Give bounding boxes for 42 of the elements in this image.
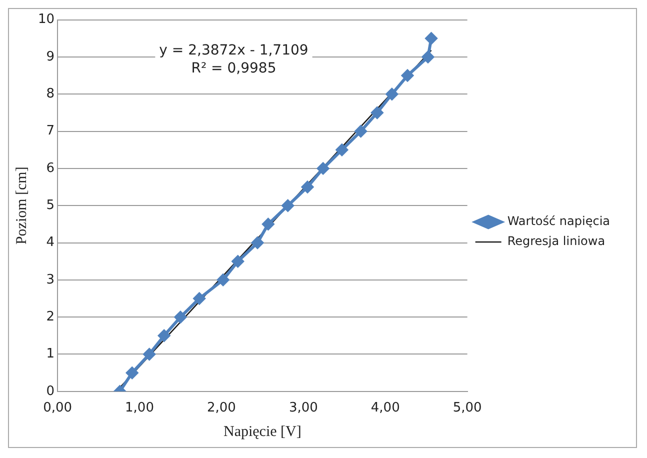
legend-label: Regresja liniowa (507, 234, 606, 248)
annotation: R² = 0,9985 (191, 60, 276, 77)
point (425, 32, 438, 44)
x-tick-label: 2,00 (206, 400, 236, 416)
legend-label: Wartość napięcia (507, 214, 610, 228)
y-tick-label: 6 (46, 160, 55, 176)
x-tick-label: 4,00 (370, 400, 400, 416)
y-tick-label: 3 (46, 272, 55, 288)
point (252, 236, 264, 249)
y-tick-label: 9 (46, 49, 55, 64)
point (422, 50, 434, 63)
point (262, 218, 274, 230)
point (126, 366, 138, 379)
y-tick-label: 1 (46, 346, 55, 362)
y-tick-label: 7 (46, 124, 55, 139)
x-tick-label: 5,00 (452, 400, 482, 416)
y-tick-label: 4 (46, 235, 55, 250)
point (193, 292, 206, 304)
y-tick-label: 10 (38, 12, 55, 28)
point (371, 106, 384, 119)
x-tick-label: 0,00 (43, 400, 72, 416)
y-tick-label: 5 (46, 198, 55, 213)
point (232, 255, 244, 268)
y-axis-title: Poziom [cm] (14, 166, 30, 245)
y-tick-label: 8 (46, 86, 55, 102)
point (282, 200, 294, 212)
y-tick-label: 2 (46, 309, 55, 324)
x-tick-label: 3,00 (288, 400, 318, 416)
point (336, 144, 348, 156)
point (354, 125, 367, 138)
y-tick-label: 0 (46, 384, 55, 399)
point (402, 70, 414, 82)
point (217, 274, 230, 286)
point (174, 311, 186, 324)
x-tick-label: 1,00 (125, 400, 154, 416)
point (386, 88, 398, 100)
point (302, 181, 314, 194)
point (158, 330, 170, 342)
x-axis-title: Napięcie [V] (223, 424, 302, 440)
annotation: y = 2,3872x - 1,7109 (159, 42, 308, 59)
point (143, 348, 156, 360)
point (317, 162, 330, 174)
